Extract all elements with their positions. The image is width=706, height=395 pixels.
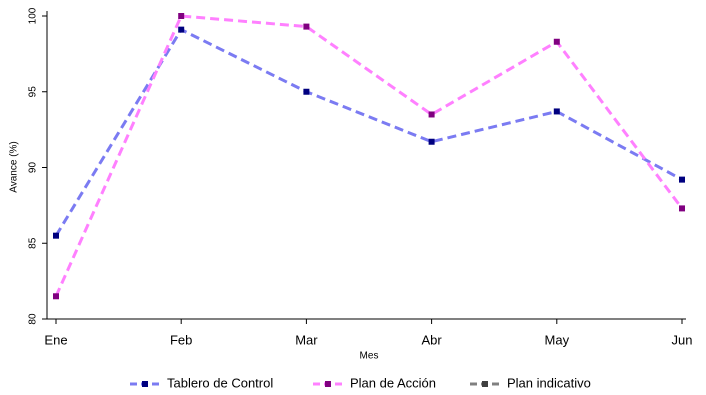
x-tick-label: Abr bbox=[421, 332, 442, 347]
y-axis-label: Avance (%) bbox=[9, 141, 20, 193]
marker bbox=[679, 176, 685, 183]
marker bbox=[53, 232, 59, 239]
legend-marker bbox=[482, 381, 488, 387]
y-tick-label: 95 bbox=[28, 86, 39, 98]
legend-marker bbox=[142, 381, 148, 387]
marker bbox=[553, 108, 560, 115]
marker bbox=[428, 111, 435, 118]
y-tick-label: 85 bbox=[28, 237, 39, 249]
marker bbox=[679, 205, 685, 212]
marker bbox=[553, 38, 560, 45]
y-tick-label: 80 bbox=[28, 313, 39, 325]
y-tick-label: 100 bbox=[28, 7, 39, 24]
legend-label: Plan de Acción bbox=[350, 375, 436, 390]
legend-label: Tablero de Control bbox=[167, 375, 273, 390]
marker bbox=[178, 13, 185, 19]
x-axis-label: Mes bbox=[360, 351, 379, 362]
x-tick-label: Jun bbox=[672, 332, 693, 347]
series-line bbox=[54, 14, 684, 297]
series-line bbox=[54, 27, 683, 237]
y-tick-label: 90 bbox=[28, 162, 39, 174]
marker bbox=[303, 23, 310, 30]
x-tick-label: Feb bbox=[170, 332, 192, 347]
x-tick-label: Ene bbox=[44, 332, 67, 347]
legend-label: Plan indicativo bbox=[507, 375, 591, 390]
x-tick-label: May bbox=[545, 332, 570, 347]
legend-marker bbox=[325, 381, 331, 387]
marker bbox=[53, 293, 59, 300]
marker bbox=[428, 138, 435, 145]
marker bbox=[178, 26, 185, 33]
marker bbox=[303, 88, 310, 95]
x-tick-label: Mar bbox=[295, 332, 318, 347]
